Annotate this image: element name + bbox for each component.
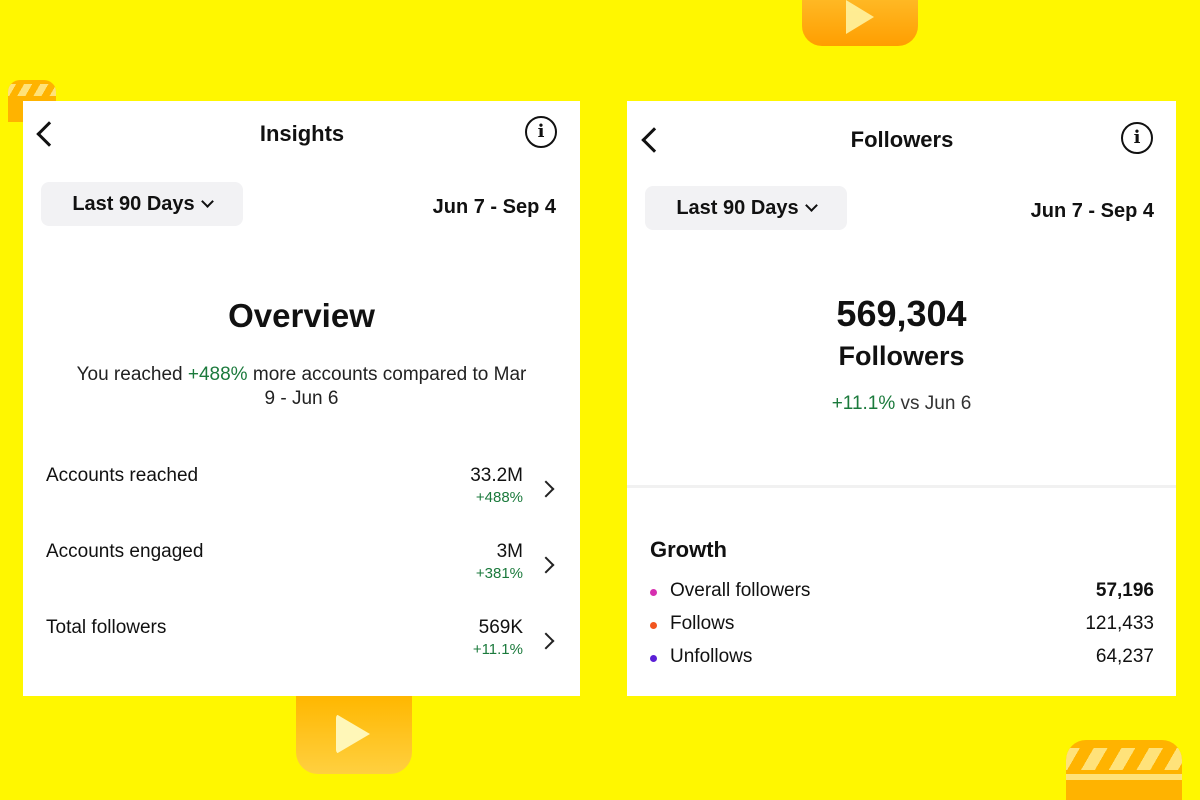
- clapperboard-icon-decoration: [1066, 740, 1182, 800]
- info-icon[interactable]: i: [525, 116, 557, 148]
- chevron-down-icon: [200, 195, 214, 208]
- metric-label: Accounts engaged: [46, 541, 204, 562]
- date-range-dropdown-label: Last 90 Days: [72, 192, 195, 215]
- back-arrow-icon[interactable]: [641, 127, 667, 153]
- date-range-dropdown[interactable]: Last 90 Days: [645, 186, 847, 230]
- play-icon-decoration-bottom: [296, 696, 412, 774]
- overview-summary-text-end: more accounts compared to Mar 9 - Jun 6: [247, 364, 527, 409]
- growth-value: 64,237: [1095, 646, 1154, 667]
- metric-label: Accounts reached: [46, 465, 199, 486]
- date-range-dropdown-label: Last 90 Days: [676, 196, 799, 219]
- metric-value: 569K: [478, 617, 523, 638]
- info-icon[interactable]: i: [1121, 122, 1153, 154]
- overview-summary-text: You reached: [76, 364, 188, 385]
- play-icon-decoration-top: [802, 0, 918, 46]
- date-range-text: Jun 7 - Sep 4: [432, 196, 556, 218]
- back-arrow-icon[interactable]: [36, 121, 62, 147]
- section-divider: [627, 485, 1176, 488]
- overview-title: Overview: [228, 297, 375, 334]
- page-title: Insights: [259, 121, 345, 146]
- metric-change: +381%: [475, 565, 523, 582]
- metric-label: Total followers: [46, 617, 167, 638]
- growth-label: Follows: [670, 613, 735, 634]
- followers-count-label: Followers: [838, 341, 965, 371]
- metric-row-accounts-engaged[interactable]: Accounts engaged 3M +381%: [46, 541, 556, 597]
- growth-row-unfollows: Unfollows 64,237: [650, 646, 1154, 672]
- growth-row-follows: Follows 121,433: [650, 613, 1154, 639]
- metric-row-total-followers[interactable]: Total followers 569K +11.1%: [46, 617, 556, 673]
- followers-count: 569,304: [836, 293, 967, 334]
- metric-row-accounts-reached[interactable]: Accounts reached 33.2M +488%: [46, 465, 556, 521]
- followers-change-suffix: vs Jun 6: [895, 393, 972, 414]
- growth-value: 121,433: [1085, 613, 1154, 634]
- chevron-right-icon: [537, 480, 555, 498]
- growth-label: Unfollows: [670, 646, 753, 667]
- page-title: Followers: [850, 127, 954, 152]
- chevron-right-icon: [537, 556, 555, 574]
- followers-panel: Followers i Last 90 Days Jun 7 - Sep 4 5…: [627, 101, 1176, 696]
- chevron-right-icon: [537, 632, 555, 650]
- legend-dot-icon: [650, 589, 657, 596]
- legend-dot-icon: [650, 622, 657, 629]
- metric-value: 33.2M: [470, 465, 523, 486]
- date-range-dropdown[interactable]: Last 90 Days: [41, 182, 243, 226]
- overview-summary: You reached +488% more accounts compared…: [73, 363, 530, 411]
- legend-dot-icon: [650, 655, 657, 662]
- metric-change: +11.1%: [472, 641, 523, 658]
- overview-summary-change: +488%: [187, 364, 248, 385]
- followers-change-value: +11.1%: [831, 393, 896, 414]
- growth-label: Overall followers: [670, 580, 811, 601]
- growth-row-overall-followers: Overall followers 57,196: [650, 580, 1154, 606]
- followers-change: +11.1% vs Jun 6: [627, 393, 1176, 415]
- metric-value: 3M: [496, 541, 523, 562]
- growth-title: Growth: [650, 537, 727, 562]
- date-range-text: Jun 7 - Sep 4: [1030, 200, 1154, 222]
- insights-panel: Insights i Last 90 Days Jun 7 - Sep 4 Ov…: [23, 101, 580, 696]
- metric-change: +488%: [475, 489, 523, 506]
- growth-value: 57,196: [1095, 580, 1154, 601]
- chevron-down-icon: [804, 199, 818, 212]
